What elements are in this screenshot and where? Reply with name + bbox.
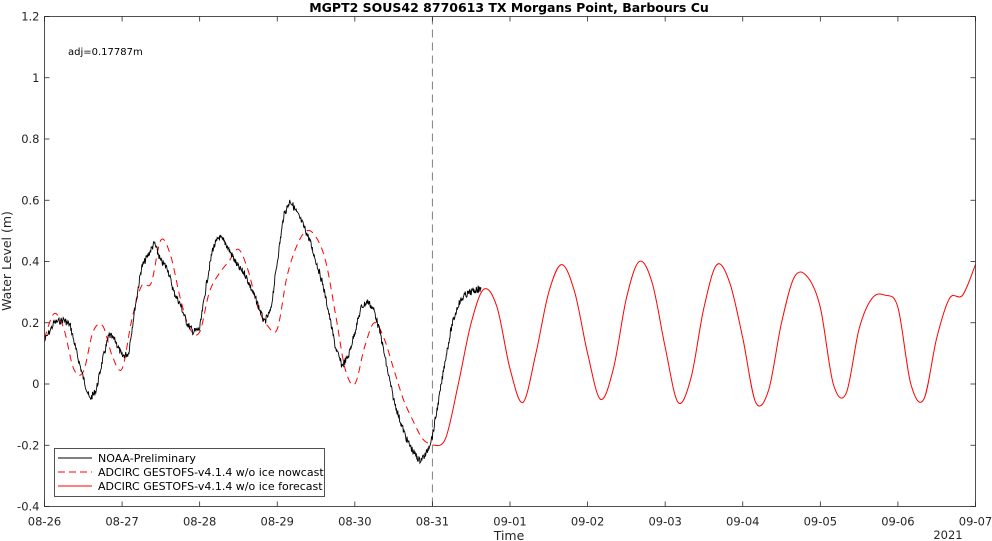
y-axis-title: Water Level (m) bbox=[0, 211, 14, 311]
x-tick-label: 08-28 bbox=[183, 515, 216, 529]
series-line-noaa-preliminary bbox=[44, 199, 482, 465]
x-axis-title: Time bbox=[493, 528, 525, 541]
series-line-nowcast bbox=[44, 229, 433, 446]
legend-label-forecast: ADCIRC GESTOFS-v4.1.4 w/o ice forecast bbox=[98, 480, 323, 493]
x-tick-label: 08-31 bbox=[416, 515, 449, 529]
y-axis: -0.4 -0.2 0 0.2 0.4 0.6 0.8 1 1.2 bbox=[17, 10, 976, 514]
x-year-label: 2021 bbox=[933, 528, 962, 541]
x-tick-label: 08-30 bbox=[338, 515, 371, 529]
plot-area bbox=[44, 16, 976, 507]
x-tick-label: 09-02 bbox=[571, 515, 604, 529]
y-tick-label: -0.4 bbox=[17, 500, 39, 514]
y-tick-label: -0.2 bbox=[17, 438, 39, 452]
series-line-forecast bbox=[432, 260, 976, 447]
x-tick-label: 09-01 bbox=[493, 515, 526, 529]
y-tick-label: 1 bbox=[32, 71, 39, 85]
x-tick-label: 08-29 bbox=[261, 515, 294, 529]
x-axis: 08-26 08-27 08-28 08-29 08-30 08-31 09-01 09-02… bbox=[28, 16, 992, 529]
x-tick-label: 09-07 bbox=[959, 515, 992, 529]
legend: NOAA-Preliminary ADCIRC GESTOFS-v4.1.4 w… bbox=[54, 448, 325, 497]
chart-title: MGPT2 SOUS42 8770613 TX Morgans Point, B… bbox=[309, 0, 709, 15]
y-tick-label: 0 bbox=[32, 377, 39, 391]
x-tick-label: 08-26 bbox=[28, 515, 61, 529]
y-tick-label: 0.6 bbox=[21, 193, 39, 207]
y-tick-label: 0.2 bbox=[21, 316, 39, 330]
y-tick-label: 0.4 bbox=[21, 255, 39, 269]
series-layer bbox=[44, 199, 976, 465]
x-tick-label: 09-06 bbox=[881, 515, 914, 529]
legend-label-observed: NOAA-Preliminary bbox=[98, 452, 196, 465]
x-tick-label: 09-03 bbox=[648, 515, 681, 529]
legend-label-nowcast: ADCIRC GESTOFS-v4.1.4 w/o ice nowcast bbox=[98, 466, 324, 479]
adjustment-annotation: adj=0.17787m bbox=[68, 47, 143, 58]
legend-box bbox=[54, 448, 325, 497]
x-tick-label: 08-27 bbox=[105, 515, 138, 529]
x-tick-label: 09-05 bbox=[804, 515, 837, 529]
x-tick-label: 09-04 bbox=[726, 515, 759, 529]
y-tick-label: 1.2 bbox=[21, 10, 39, 24]
y-tick-label: 0.8 bbox=[21, 132, 39, 146]
